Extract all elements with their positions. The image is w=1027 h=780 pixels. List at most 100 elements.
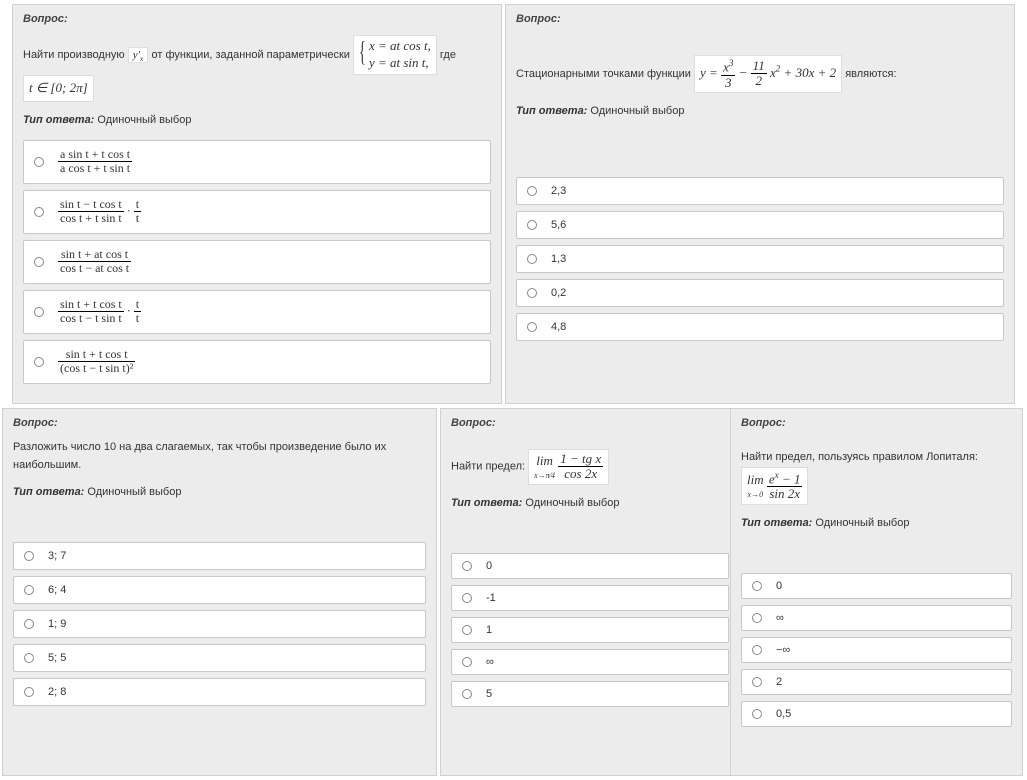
options-2: 2,3 5,6 1,3 0,2 4,8: [516, 177, 1004, 341]
t: 3; 7: [48, 550, 415, 562]
anstype-label: Тип ответа:: [741, 517, 812, 529]
option-2-2[interactable]: 1,3: [516, 245, 1004, 273]
options-1: a sin t + t cos ta cos t + t sin t sin t…: [23, 140, 491, 384]
sys2: y = at sin t,: [369, 55, 431, 72]
option-1-0[interactable]: a sin t + t cos ta cos t + t sin t: [23, 140, 491, 184]
t: 2,3: [551, 185, 993, 197]
q5-before: Найти предел, пользуясь правилом Лопитал…: [741, 451, 978, 463]
anstype-label: Тип ответа:: [516, 105, 587, 117]
q1-yprime: y′x: [128, 47, 149, 63]
option-4-4[interactable]: 5: [451, 681, 729, 707]
radio-icon: [462, 689, 472, 699]
anstype-label: Тип ответа:: [13, 486, 84, 498]
q1-mid: от функции, заданной параметрически: [152, 49, 350, 61]
q2-formula: y = x33 − 112 x2 + 30x + 2: [694, 55, 842, 93]
option-3-1[interactable]: 6; 4: [13, 576, 426, 604]
q1-domain: t ∈ [0; 2π]: [23, 75, 94, 102]
option-2-1[interactable]: 5,6: [516, 211, 1004, 239]
option-5-2[interactable]: −∞: [741, 637, 1012, 663]
answer-type-5: Тип ответа: Одиночный выбор: [741, 517, 1012, 529]
t: -1: [486, 592, 718, 604]
question-label: Вопрос:: [741, 417, 1012, 429]
anstype-val: Одиночный выбор: [590, 105, 684, 117]
option-1-2[interactable]: sin t + at cos tcos t − at cos t: [23, 240, 491, 284]
radio-icon: [24, 619, 34, 629]
q1-where: где: [440, 49, 456, 61]
q2-before: Стационарными точками функции: [516, 68, 691, 80]
option-4-1[interactable]: -1: [451, 585, 729, 611]
radio-icon: [462, 593, 472, 603]
option-3-0[interactable]: 3; 7: [13, 542, 426, 570]
question-panel-4: Вопрос: Найти предел: limx→π⁄4 1 − tg xc…: [440, 408, 740, 776]
anstype-val: Одиночный выбор: [815, 517, 909, 529]
radio-icon: [462, 657, 472, 667]
option-1-4[interactable]: sin t + t cos t(cos t − t sin t)²: [23, 340, 491, 384]
radio-icon: [34, 207, 44, 217]
opt-math-1-3: sin t + t cos tcos t − t sin t · tt: [58, 298, 141, 325]
radio-icon: [34, 257, 44, 267]
radio-icon: [527, 186, 537, 196]
question-panel-2: Вопрос: Стационарными точками функции y …: [505, 4, 1015, 404]
opt-math-1-2: sin t + at cos tcos t − at cos t: [58, 248, 131, 275]
radio-icon: [24, 653, 34, 663]
radio-icon: [752, 709, 762, 719]
radio-icon: [24, 551, 34, 561]
option-4-3[interactable]: ∞: [451, 649, 729, 675]
radio-icon: [24, 687, 34, 697]
option-2-3[interactable]: 0,2: [516, 279, 1004, 307]
t: 1; 9: [48, 618, 415, 630]
answer-type-3: Тип ответа: Одиночный выбор: [13, 486, 426, 498]
t: 5,6: [551, 219, 993, 231]
t: 6; 4: [48, 584, 415, 596]
t: 1,3: [551, 253, 993, 265]
n2: t: [134, 198, 141, 212]
question-text-4: Найти предел: limx→π⁄4 1 − tg xcos 2x: [451, 449, 729, 485]
option-4-2[interactable]: 1: [451, 617, 729, 643]
d: cos t − t sin t: [58, 312, 124, 325]
option-5-4[interactable]: 0,5: [741, 701, 1012, 727]
d: cos t + t sin t: [58, 212, 124, 225]
t: 4,8: [551, 321, 993, 333]
radio-icon: [462, 625, 472, 635]
option-2-0[interactable]: 2,3: [516, 177, 1004, 205]
n: sin t + t cos t: [58, 348, 135, 362]
n: sin t − t cos t: [58, 198, 124, 212]
anstype-label: Тип ответа:: [23, 114, 94, 126]
t: 0: [776, 580, 1001, 592]
option-2-4[interactable]: 4,8: [516, 313, 1004, 341]
radio-icon: [34, 307, 44, 317]
t: −∞: [776, 644, 1001, 656]
t: 0,2: [551, 287, 993, 299]
opt-math-1-1: sin t − t cos tcos t + t sin t · tt: [58, 198, 141, 225]
option-5-1[interactable]: ∞: [741, 605, 1012, 631]
option-5-0[interactable]: 0: [741, 573, 1012, 599]
anstype-label: Тип ответа:: [451, 497, 522, 509]
radio-icon: [24, 585, 34, 595]
option-3-3[interactable]: 5; 5: [13, 644, 426, 672]
question-text-5: Найти предел, пользуясь правилом Лопитал…: [741, 449, 1012, 505]
question-label: Вопрос:: [516, 13, 1004, 25]
question-panel-3: Вопрос: Разложить число 10 на два слагае…: [2, 408, 437, 776]
option-1-1[interactable]: sin t − t cos tcos t + t sin t · tt: [23, 190, 491, 234]
n: a sin t + t cos t: [58, 148, 132, 162]
option-5-3[interactable]: 2: [741, 669, 1012, 695]
question-text-1: Найти производную y′x от функции, заданн…: [23, 35, 491, 102]
option-4-0[interactable]: 0: [451, 553, 729, 579]
sys1: x = at cos t,: [369, 38, 431, 55]
d: (cos t − t sin t)²: [58, 362, 135, 375]
question-label: Вопрос:: [451, 417, 729, 429]
t: 2: [776, 676, 1001, 688]
radio-icon: [527, 220, 537, 230]
option-1-3[interactable]: sin t + t cos tcos t − t sin t · tt: [23, 290, 491, 334]
opt-math-1-4: sin t + t cos t(cos t − t sin t)²: [58, 348, 135, 375]
t: 5; 5: [48, 652, 415, 664]
radio-icon: [527, 322, 537, 332]
anstype-val: Одиночный выбор: [87, 486, 181, 498]
option-3-2[interactable]: 1; 9: [13, 610, 426, 638]
n: sin t + t cos t: [58, 298, 124, 312]
radio-icon: [527, 288, 537, 298]
radio-icon: [752, 645, 762, 655]
radio-icon: [527, 254, 537, 264]
anstype-val: Одиночный выбор: [97, 114, 191, 126]
option-3-4[interactable]: 2; 8: [13, 678, 426, 706]
